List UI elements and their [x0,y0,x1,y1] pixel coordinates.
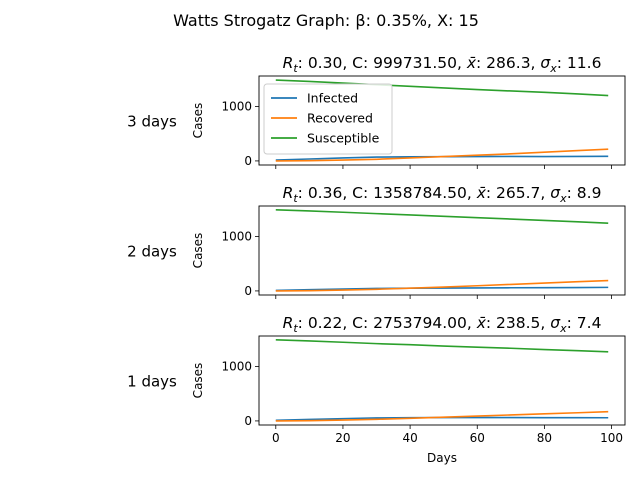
y-tick-label: 0 [244,284,252,298]
panel-title: Rt: 0.30, C: 999731.50, x̄: 286.3, σx: 1… [283,54,602,75]
series-line-recovered [275,279,609,292]
x-tick-label: 100 [600,431,623,445]
y-axis-label: Cases [191,233,205,269]
series-line-susceptible [275,209,609,224]
series-line-recovered [275,148,609,162]
x-tick-label: 60 [470,431,485,445]
x-tick-label: 20 [335,431,350,445]
legend-box [263,83,393,155]
x-tick-label: 80 [537,431,552,445]
series-line-susceptible [275,339,609,353]
axes-frame [258,205,626,296]
y-tick-label: 1000 [221,229,252,243]
y-axis-label: Cases [191,103,205,139]
row-label: 1 days [127,373,177,391]
panel-title: Rt: 0.36, C: 1358784.50, x̄: 265.7, σx: … [283,184,602,205]
legend: Infected Recovered Susceptible [263,83,393,155]
series-line-susceptible [275,79,609,97]
y-axis-label: Cases [191,363,205,399]
figure-suptitle: Watts Strogatz Graph: β: 0.35%, X: 15 [173,11,479,30]
y-tick-label: 0 [244,154,252,168]
y-tick-label: 1000 [221,359,252,373]
x-tick-label: 0 [272,431,280,445]
row-label: 2 days [127,243,177,261]
x-tick-label: 40 [402,431,417,445]
legend-label-susceptible: Susceptible [307,131,380,146]
row-label: 3 days [127,113,177,131]
panel-1: 0 1000 Cases 3 days Rt: 0.30, C: 999731.50, … [127,54,626,169]
series-line-infected [275,286,609,292]
series-line-recovered [275,410,609,422]
x-axis-label: Days [427,451,457,465]
y-tick-label: 1000 [221,99,252,113]
legend-label-infected: Infected [307,91,358,106]
y-tick-label: 0 [244,414,252,428]
panel-2: 0 1000 Cases 2 days Rt: 0.36, C: 1358784.50,… [127,184,626,299]
axes-frame [258,75,626,166]
legend-label-recovered: Recovered [307,111,373,126]
axes-frame [258,335,626,426]
panel-title: Rt: 0.22, C: 2753794.00, x̄: 238.5, σx: … [283,314,602,335]
